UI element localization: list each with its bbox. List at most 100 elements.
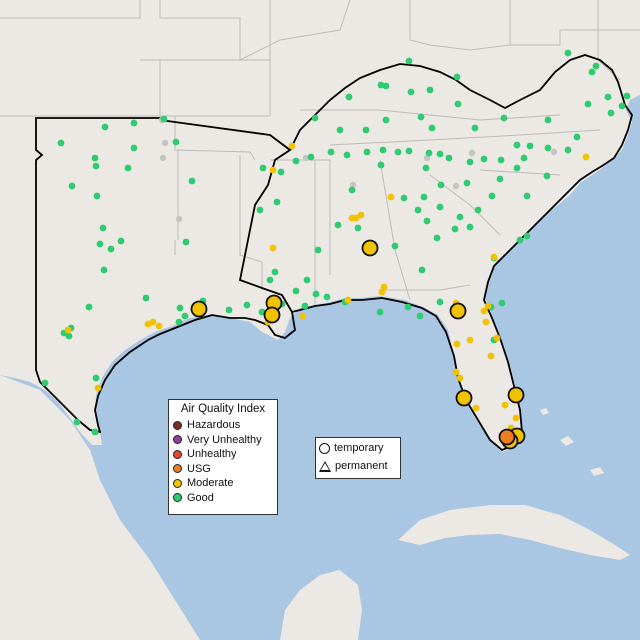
site-marker-good[interactable] [117,237,125,245]
monitor-sites[interactable] [41,49,631,450]
site-marker-moderate[interactable] [94,384,102,392]
site-marker-good[interactable] [307,153,315,161]
site-marker-moderate[interactable] [380,283,388,291]
temporary-site-moderate[interactable] [455,389,473,407]
site-marker-good[interactable] [130,119,138,127]
site-marker-good[interactable] [454,100,462,108]
temporary-site-usg[interactable] [498,428,516,446]
site-marker-good[interactable] [92,374,100,382]
site-marker-good[interactable] [377,161,385,169]
site-marker-good[interactable] [592,62,600,70]
site-marker-good[interactable] [391,242,399,250]
site-marker-good[interactable] [436,203,444,211]
site-marker-good[interactable] [471,124,479,132]
site-marker-good[interactable] [65,332,73,340]
site-marker-good[interactable] [91,154,99,162]
site-marker-good[interactable] [523,232,531,240]
site-marker-nodata[interactable] [349,181,357,189]
site-marker-good[interactable] [405,57,413,65]
site-marker-good[interactable] [543,172,551,180]
site-marker-moderate[interactable] [493,334,501,342]
site-marker-good[interactable] [181,312,189,320]
site-marker-good[interactable] [513,141,521,149]
site-marker-moderate[interactable] [269,166,277,174]
site-marker-good[interactable] [327,148,335,156]
site-marker-good[interactable] [456,213,464,221]
site-marker-good[interactable] [433,234,441,242]
site-marker-moderate[interactable] [387,193,395,201]
site-marker-good[interactable] [407,88,415,96]
site-marker-good[interactable] [405,147,413,155]
site-marker-good[interactable] [314,246,322,254]
site-marker-moderate[interactable] [144,320,152,328]
site-marker-good[interactable] [225,306,233,314]
site-marker-moderate[interactable] [348,214,356,222]
site-marker-good[interactable] [343,151,351,159]
site-marker-good[interactable] [425,149,433,157]
site-marker-moderate[interactable] [299,312,307,320]
site-marker-good[interactable] [362,126,370,134]
site-marker-moderate[interactable] [582,153,590,161]
site-marker-good[interactable] [466,223,474,231]
site-marker-moderate[interactable] [288,142,296,150]
temporary-site-moderate[interactable] [263,306,281,324]
temporary-site-moderate[interactable] [190,300,208,318]
site-marker-nodata[interactable] [302,154,310,162]
site-marker-good[interactable] [107,245,115,253]
site-marker-good[interactable] [436,298,444,306]
site-marker-good[interactable] [273,198,281,206]
site-marker-good[interactable] [607,109,615,117]
site-marker-good[interactable] [68,182,76,190]
site-marker-good[interactable] [526,142,534,150]
site-marker-good[interactable] [516,236,524,244]
site-marker-good[interactable] [488,192,496,200]
site-marker-good[interactable] [354,224,362,232]
site-marker-good[interactable] [618,102,626,110]
site-marker-good[interactable] [423,217,431,225]
site-marker-moderate[interactable] [512,414,520,422]
site-marker-moderate[interactable] [466,336,474,344]
site-marker-good[interactable] [172,138,180,146]
site-marker-good[interactable] [188,177,196,185]
site-marker-moderate[interactable] [453,340,461,348]
site-marker-moderate[interactable] [490,253,498,261]
site-marker-good[interactable] [451,225,459,233]
temporary-site-moderate[interactable] [449,302,467,320]
site-marker-good[interactable] [513,164,521,172]
site-marker-moderate[interactable] [344,296,352,304]
site-marker-good[interactable] [85,303,93,311]
site-marker-good[interactable] [277,168,285,176]
temporary-site-moderate[interactable] [361,239,379,257]
site-marker-good[interactable] [312,290,320,298]
site-marker-moderate[interactable] [269,244,277,252]
site-marker-good[interactable] [160,115,168,123]
site-marker-good[interactable] [382,82,390,90]
site-marker-good[interactable] [564,146,572,154]
site-marker-good[interactable] [564,49,572,57]
site-marker-good[interactable] [497,156,505,164]
site-marker-moderate[interactable] [357,211,365,219]
site-marker-good[interactable] [604,93,612,101]
site-marker-moderate[interactable] [456,374,464,382]
site-marker-nodata[interactable] [175,215,183,223]
site-marker-good[interactable] [445,154,453,162]
site-marker-good[interactable] [311,114,319,122]
site-marker-good[interactable] [426,86,434,94]
site-marker-good[interactable] [301,302,309,310]
site-marker-moderate[interactable] [501,401,509,409]
site-marker-good[interactable] [142,294,150,302]
site-marker-good[interactable] [271,268,279,276]
site-marker-good[interactable] [498,299,506,307]
site-marker-good[interactable] [588,68,596,76]
site-marker-moderate[interactable] [64,326,72,334]
site-marker-good[interactable] [292,157,300,165]
site-marker-moderate[interactable] [155,322,163,330]
site-marker-nodata[interactable] [468,149,476,157]
site-marker-good[interactable] [520,154,528,162]
site-marker-good[interactable] [266,276,274,284]
site-marker-good[interactable] [92,162,100,170]
site-marker-good[interactable] [57,139,65,147]
site-marker-good[interactable] [623,92,631,100]
site-marker-good[interactable] [96,240,104,248]
